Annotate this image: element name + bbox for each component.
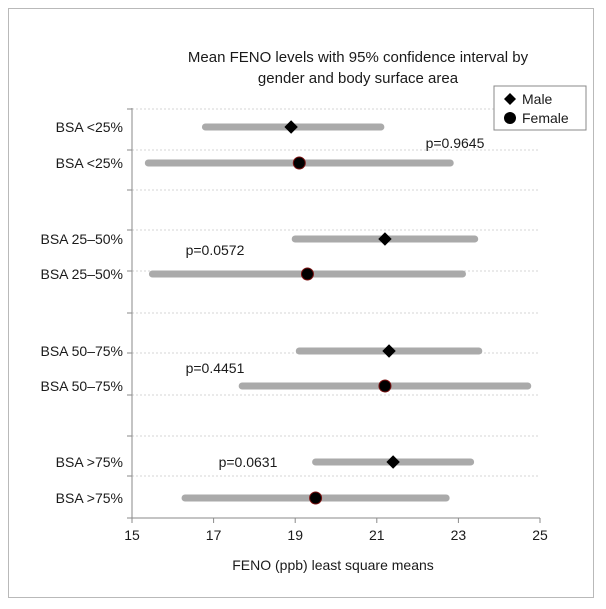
legend-circle-icon: [504, 112, 516, 124]
chart-title-line-2: gender and body surface area: [258, 70, 459, 87]
legend: Male Female: [493, 85, 587, 131]
category-label: BSA <25%: [56, 119, 123, 135]
female-estimate-marker: [292, 156, 306, 170]
axes: 15 17 19 21 23 25: [124, 108, 548, 543]
point-estimates: [284, 120, 400, 505]
p-value-annotation: p=0.4451: [186, 360, 245, 376]
category-label: BSA >75%: [56, 454, 123, 470]
male-estimate-marker: [284, 120, 298, 134]
legend-label-male: Male: [522, 91, 553, 107]
p-value-annotation: p=0.0572: [186, 242, 245, 258]
female-estimate-marker: [378, 379, 392, 393]
x-tick-label: 17: [206, 527, 222, 543]
category-label: BSA <25%: [56, 155, 123, 171]
x-tick-label: 15: [124, 527, 140, 543]
male-estimate-marker: [386, 455, 400, 469]
category-label: BSA 25–50%: [40, 266, 123, 282]
p-value-annotation: p=0.0631: [219, 454, 278, 470]
x-tick-label: 21: [369, 527, 385, 543]
x-tick-label: 23: [451, 527, 467, 543]
x-axis-title: FENO (ppb) least square means: [232, 557, 434, 573]
p-value-annotation: p=0.9645: [426, 135, 485, 151]
chart-title-line-1: Mean FENO levels with 95% confidence int…: [188, 49, 529, 66]
legend-diamond-icon: [504, 93, 516, 105]
x-tick-label: 19: [287, 527, 303, 543]
chart-title: Mean FENO levels with 95% confidence int…: [188, 49, 529, 87]
female-estimate-marker: [300, 267, 314, 281]
category-labels: BSA <25% BSA <25% BSA 25–50% BSA 25–50% BSA …: [40, 119, 123, 506]
category-label: BSA 50–75%: [40, 378, 123, 394]
p-value-annotations: p=0.9645 p=0.0572 p=0.4451 p=0.0631: [186, 135, 485, 470]
male-estimate-marker: [378, 232, 392, 246]
x-tick-label: 25: [532, 527, 548, 543]
category-label: BSA 25–50%: [40, 231, 123, 247]
category-label: BSA >75%: [56, 490, 123, 506]
male-estimate-marker: [382, 344, 396, 358]
female-estimate-marker: [309, 491, 323, 505]
legend-label-female: Female: [522, 110, 569, 126]
category-label: BSA 50–75%: [40, 343, 123, 359]
